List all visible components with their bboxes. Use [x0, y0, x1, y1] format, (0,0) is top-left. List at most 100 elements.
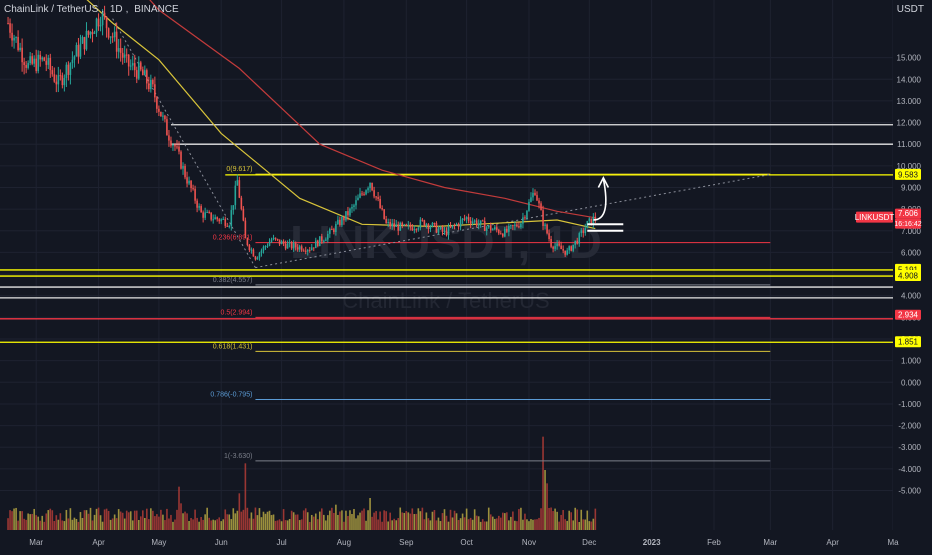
candle-body: [230, 210, 233, 227]
candle-body: [393, 223, 396, 227]
y-tick-label: 1.000: [901, 357, 922, 366]
candle-body: [164, 115, 166, 120]
volume-bar: [224, 509, 227, 530]
volume-bar: [93, 514, 96, 530]
candle-body: [256, 257, 259, 260]
volume-bar: [387, 521, 389, 530]
candle-body: [262, 246, 265, 251]
candle-body: [280, 241, 283, 245]
candle-body: [445, 230, 448, 236]
volume-bar: [258, 508, 261, 530]
x-tick-label: Jul: [276, 538, 286, 547]
candle-body: [232, 205, 235, 211]
volume-bar: [594, 508, 597, 530]
volume-bar: [150, 508, 152, 530]
candle-body: [95, 18, 98, 33]
candle-body: [353, 205, 355, 208]
price-label-text: 4.908: [898, 272, 919, 281]
candle-body: [298, 246, 301, 250]
drawing-arrow-head: [597, 175, 610, 188]
volume-bar: [160, 509, 162, 530]
candle-body: [99, 25, 102, 27]
volume-bar: [499, 517, 502, 530]
volume-bar: [534, 519, 536, 530]
volume-bar: [186, 513, 188, 530]
candle-body: [152, 79, 154, 85]
candle-body: [176, 146, 178, 148]
price-label-bg: [895, 270, 921, 282]
volume-bar: [164, 520, 166, 530]
candle-body: [150, 79, 152, 90]
volume-bar: [148, 519, 150, 530]
volume-bar: [397, 518, 400, 530]
y-tick-label: 0.000: [901, 378, 922, 387]
volume-bar: [21, 511, 23, 530]
volume-bar: [584, 519, 587, 530]
candle-body: [137, 62, 140, 79]
x-tick-label: May: [151, 538, 166, 547]
candle-body: [441, 226, 444, 232]
candle-body: [397, 224, 400, 231]
y-tick-label: 14.000: [897, 75, 922, 84]
candle-body: [13, 37, 15, 41]
volume-bar: [343, 521, 345, 530]
candle-body: [355, 200, 357, 206]
candle-body: [316, 240, 319, 247]
candle-body: [188, 180, 190, 184]
volume-bar: [588, 521, 591, 530]
y-tick-label: 11.000: [897, 140, 921, 149]
candle-body: [419, 219, 422, 228]
candle-body: [190, 180, 192, 189]
candle-body: [43, 57, 46, 61]
y-tick-label: -1.000: [898, 400, 921, 409]
candle-body: [202, 212, 204, 218]
x-tick-label: Dec: [582, 538, 596, 547]
candle-body: [310, 247, 313, 251]
candle-body: [158, 108, 160, 112]
candle-body: [417, 227, 420, 230]
interval-label[interactable]: 1D: [109, 4, 123, 15]
volume-bar: [465, 508, 468, 530]
candle-body: [73, 56, 76, 60]
candle-body: [21, 47, 23, 63]
volume-bar: [168, 518, 170, 530]
candle-body: [536, 195, 538, 201]
volume-bar: [373, 512, 375, 530]
symbol-name[interactable]: ChainLink / TetherUS: [4, 4, 99, 15]
volume-bar: [246, 507, 249, 530]
volume-bar: [318, 511, 321, 530]
volume-bar: [401, 512, 404, 530]
candle-body: [562, 249, 564, 251]
candle-body: [377, 197, 379, 199]
volume-bar: [89, 507, 92, 530]
candle-body: [491, 229, 494, 231]
volume-bar: [11, 511, 13, 530]
candle-body: [33, 58, 35, 64]
candle-body: [381, 208, 383, 210]
candle-body: [210, 212, 212, 220]
candle-body: [45, 60, 48, 65]
volume-bar: [314, 513, 317, 530]
volume-bar: [419, 511, 422, 530]
volume-bar: [379, 511, 381, 530]
candle-body: [339, 219, 341, 226]
candle-body: [93, 32, 96, 34]
volume-bar: [79, 512, 82, 530]
candle-body: [49, 57, 52, 71]
volume-bar: [409, 513, 412, 530]
volume-bar: [389, 512, 391, 530]
candle-body: [27, 63, 29, 68]
candle-body: [206, 211, 208, 213]
y-tick-label: 9.000: [901, 183, 922, 192]
volume-bar: [369, 498, 371, 530]
candle-body: [574, 240, 577, 245]
volume-bar: [15, 507, 17, 530]
candle-body: [465, 217, 468, 220]
volume-bar: [115, 518, 118, 530]
volume-bar: [361, 510, 363, 530]
candle-body: [379, 198, 381, 209]
candle-body: [246, 237, 249, 246]
candle-body: [7, 22, 9, 24]
candle-body: [469, 220, 472, 224]
